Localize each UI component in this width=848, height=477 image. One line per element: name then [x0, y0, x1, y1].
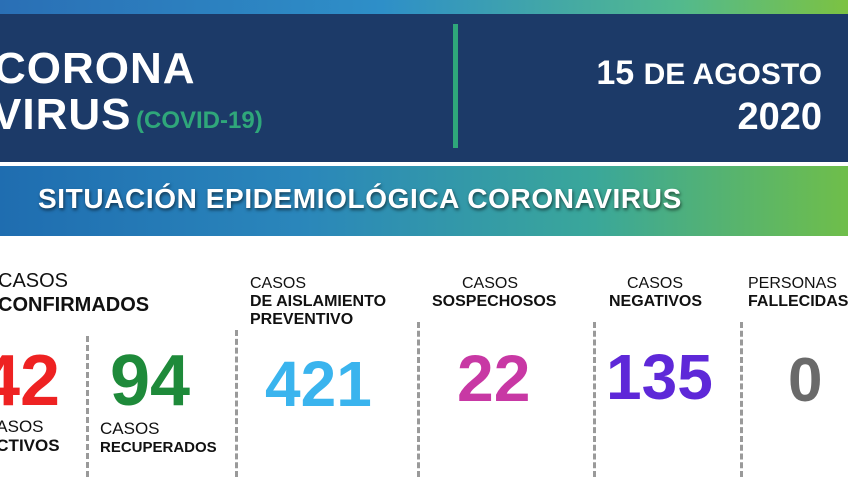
negativos-label-2: NEGATIVOS: [609, 293, 703, 310]
negativos-label-1: CASOS: [627, 275, 684, 292]
date-month: DE AGOSTO: [643, 58, 822, 91]
divider-negativos-fallecidas: [740, 322, 743, 477]
divider-confirmados-aislamiento: [235, 330, 238, 477]
negativos-value: 135: [606, 341, 713, 413]
confirmados-label-2: CONFIRMADOS: [0, 294, 150, 316]
divider-sospechosos-negativos: [593, 322, 596, 477]
title-line-2: VIRUS: [0, 90, 132, 139]
separator-line: [0, 162, 848, 166]
aislamiento-label-3: PREVENTIVO: [250, 311, 354, 328]
date-year: 2020: [737, 96, 822, 138]
banner: [0, 166, 848, 236]
header-divider: [453, 24, 458, 148]
activos-value: 42: [0, 341, 61, 421]
date-day: 15: [596, 54, 635, 92]
sospechosos-value: 22: [457, 341, 531, 415]
recuperados-label-1: CASOS: [100, 419, 160, 438]
aislamiento-label-1: CASOS: [250, 275, 307, 292]
recuperados-label-2: RECUPERADOS: [100, 439, 217, 456]
covid-tag: (COVID-19): [136, 107, 263, 134]
aislamiento-value: 421: [265, 348, 372, 420]
fallecidas-label-1: PERSONAS: [748, 275, 837, 292]
fallecidas-label-2: FALLECIDAS: [748, 293, 848, 310]
aislamiento-label-2: DE AISLAMIENTO: [250, 293, 387, 310]
header: CORONA VIRUS (COVID-19) 15 DE AGOSTO 202…: [0, 14, 848, 162]
sospechosos-label-1: CASOS: [462, 275, 519, 292]
activos-label-1: CASOS: [0, 417, 44, 436]
title-line-1: CORONA: [0, 44, 196, 93]
divider-activos-recuperados: [86, 336, 89, 477]
confirmados-label-1: CASOS: [0, 270, 69, 292]
divider-aislamiento-sospechosos: [417, 322, 420, 477]
activos-label-2: ACTIVOS: [0, 436, 60, 455]
fallecidas-value: 0: [788, 346, 823, 415]
sospechosos-label-2: SOSPECHOSOS: [432, 293, 557, 310]
banner-title: SITUACIÓN EPIDEMIOLÓGICA CORONAVIRUS: [38, 183, 682, 214]
recuperados-value: 94: [110, 341, 191, 421]
top-gradient-strip: [0, 0, 848, 14]
date-day-month: 15 DE AGOSTO: [596, 54, 822, 93]
